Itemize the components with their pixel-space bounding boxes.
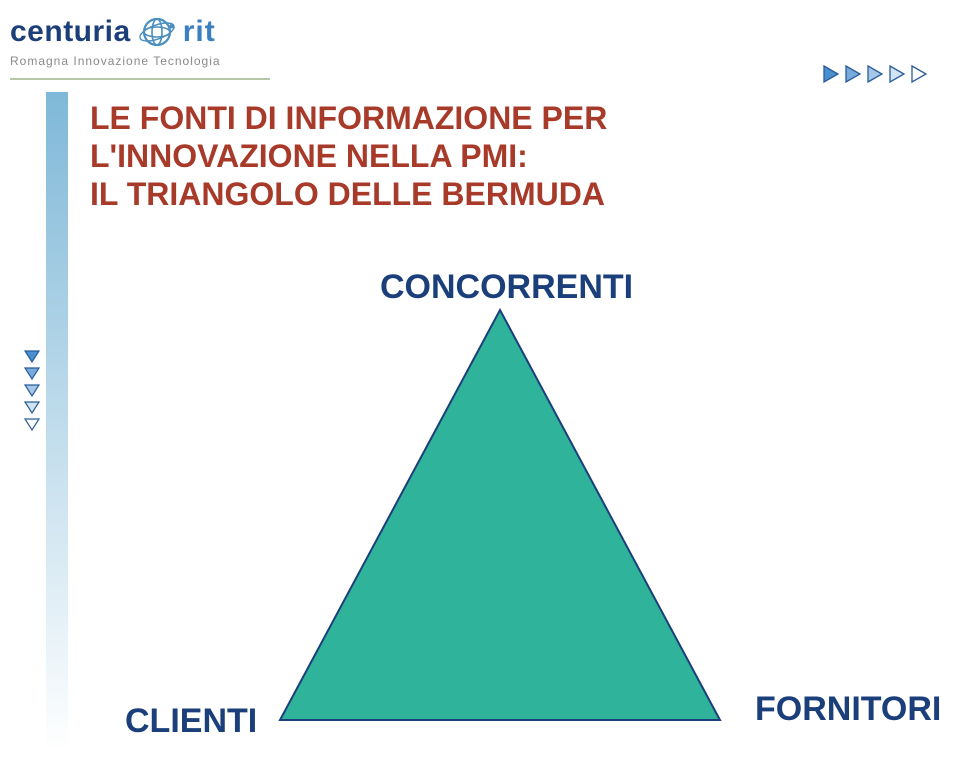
logo-word-centuria: centuria xyxy=(10,15,131,49)
vertex-label-top: CONCORRENTI xyxy=(380,268,633,307)
left-gradient-strip xyxy=(46,92,68,752)
arrow-down-icon xyxy=(24,350,40,364)
logo-word-rit: rit xyxy=(183,15,216,49)
arrow-down-icon xyxy=(24,367,40,381)
arrow-right-icon xyxy=(910,64,930,84)
brand-logo: centuria rit Romagna Innovazione Tecnolo… xyxy=(10,12,221,68)
triangle-shape xyxy=(280,310,720,720)
arrow-down-icon xyxy=(24,401,40,415)
arrow-right-icon xyxy=(888,64,908,84)
arrow-down-icon xyxy=(24,384,40,398)
title-line-2: L'INNOVAZIONE NELLA PMI: xyxy=(90,138,607,176)
arrow-right-icon xyxy=(866,64,886,84)
title-line-1: LE FONTI DI INFORMAZIONE PER xyxy=(90,100,607,138)
vertex-label-left: CLIENTI xyxy=(125,702,257,741)
top-arrow-strip xyxy=(822,64,930,84)
logo-row: centuria rit xyxy=(10,12,221,52)
logo-subtitle: Romagna Innovazione Tecnologia xyxy=(10,54,221,68)
logo-underline xyxy=(10,78,270,80)
slide-title: LE FONTI DI INFORMAZIONE PER L'INNOVAZIO… xyxy=(90,100,607,213)
left-arrow-strip xyxy=(24,350,40,432)
arrow-right-icon xyxy=(822,64,842,84)
globe-icon xyxy=(137,12,177,52)
arrow-right-icon xyxy=(844,64,864,84)
arrow-down-icon xyxy=(24,418,40,432)
title-line-3: IL TRIANGOLO DELLE BERMUDA xyxy=(90,176,607,214)
vertex-label-right: FORNITORI xyxy=(755,690,941,729)
